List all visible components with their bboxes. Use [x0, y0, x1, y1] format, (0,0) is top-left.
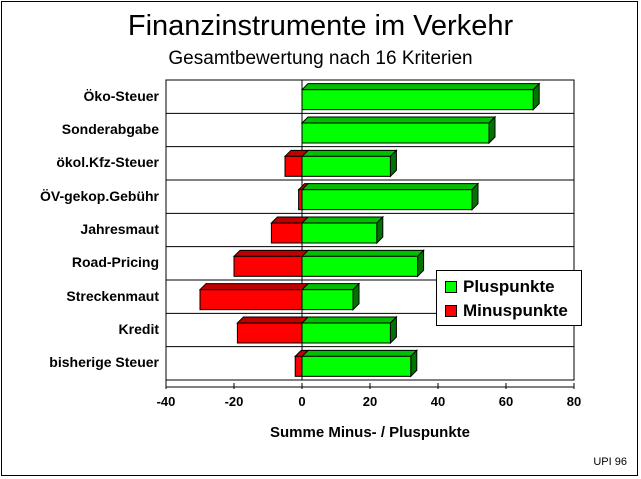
- bar-top-minus: [236, 316, 310, 324]
- legend-item-minuspunkte: Minuspunkte: [445, 301, 568, 321]
- bar-plus: [301, 122, 490, 144]
- bar-top-plus: [300, 83, 541, 91]
- legend-swatch-minuspunkte: [445, 305, 457, 317]
- x-tick-label: 60: [498, 394, 514, 409]
- bar-minus: [270, 222, 303, 244]
- x-tick-label: 40: [430, 394, 446, 409]
- bar-top-minus: [270, 216, 310, 224]
- bar-plus: [301, 355, 412, 377]
- x-axis-label: Summe Minus- / Pluspunkte: [269, 424, 471, 441]
- category-label: Jahresmaut: [80, 221, 159, 237]
- x-tick-label: -40: [156, 394, 176, 409]
- x-tick-label: -20: [224, 394, 244, 409]
- x-tick-label: 0: [298, 394, 306, 409]
- bar-top-plus: [300, 316, 398, 324]
- bar-minus: [233, 255, 303, 277]
- category-label: bisherige Steuer: [49, 354, 159, 371]
- bar-top-minus: [198, 283, 310, 291]
- bar-plus: [301, 89, 534, 111]
- legend-label-pluspunkte: Pluspunkte: [463, 277, 555, 296]
- bar-plus: [301, 289, 354, 311]
- bar-plus: [301, 155, 391, 177]
- bar-plus: [301, 255, 419, 277]
- category-label: Sonderabgabe: [61, 121, 159, 137]
- category-label: ökol.Kfz-Steuer: [56, 154, 159, 171]
- bar-minus: [294, 355, 303, 377]
- bar-top-plus: [300, 183, 480, 191]
- bar-top-plus: [300, 349, 419, 357]
- bar-top-plus: [300, 249, 425, 257]
- legend-item-pluspunkte: Pluspunkte: [445, 277, 555, 297]
- bar-minus: [199, 289, 303, 311]
- category-label: Road-Pricing: [71, 254, 159, 271]
- legend-swatch-pluspunkte: [445, 281, 457, 293]
- bar-minus: [284, 155, 303, 177]
- bar-minus: [236, 322, 303, 344]
- legend: Pluspunkte Minuspunkte: [436, 270, 582, 326]
- bar-top-plus: [300, 149, 398, 157]
- bar-top-minus: [232, 249, 310, 257]
- bar-plus: [301, 222, 378, 244]
- x-tick-label: 20: [362, 394, 378, 409]
- category-label: Streckenmaut: [66, 287, 159, 304]
- bar-minus: [298, 189, 303, 211]
- x-tick-label: 80: [566, 394, 582, 409]
- source-note: UPI 96: [593, 456, 627, 468]
- category-label: ÖV-gekop.Gebühr: [39, 187, 159, 204]
- bar-top-plus: [300, 216, 385, 224]
- bar-top-plus: [300, 116, 497, 124]
- legend-label-minuspunkte: Minuspunkte: [463, 301, 568, 320]
- category-label: Öko-Steuer: [83, 87, 159, 104]
- chart-subtitle: Gesamtbewertung nach 16 Kriterien: [168, 48, 473, 69]
- bar-plus: [301, 189, 473, 211]
- bar-top-plus: [300, 283, 361, 291]
- category-label: Kredit: [118, 321, 159, 337]
- bar-plus: [301, 322, 391, 344]
- chart-title: Finanzinstrumente im Verkehr: [127, 10, 514, 42]
